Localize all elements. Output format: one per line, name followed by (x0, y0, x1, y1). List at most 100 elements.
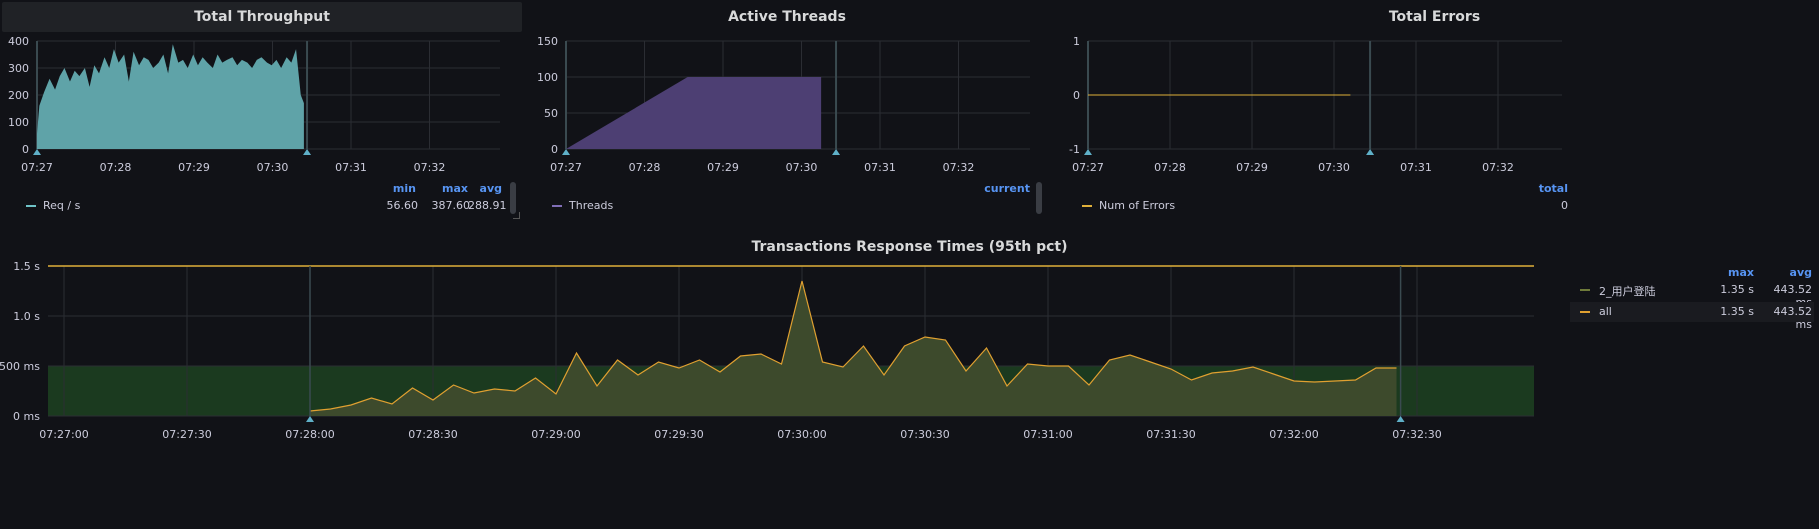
x-tick-label: 07:29 (178, 161, 210, 174)
legend-min-value: 56.60 (386, 199, 419, 212)
x-tick-label: 07:30 (786, 161, 818, 174)
x-tick-label: 07:32 (943, 161, 975, 174)
legend-row-req[interactable]: Req / s 56.60 387.60 288.91 (22, 196, 507, 216)
panel-total-throughput: Total Throughput 0 100 200 300 400 07:27 07:28… (2, 2, 522, 220)
throughput-chart[interactable]: 0 100 200 300 400 07:27 07:28 07:29 07:30 07:31 07… (2, 32, 522, 212)
legend-row-errors[interactable]: Num of Errors 0 (1072, 196, 1568, 216)
annotation-marker (1084, 149, 1092, 155)
x-tick-label: 07:30:00 (777, 428, 826, 441)
legend-swatch (1082, 205, 1092, 207)
threads-chart[interactable]: 0 50 100 150 07:27 07:28 07:29 07:30 07:31 07:32 (528, 32, 1046, 212)
x-tick-label: 07:27:30 (162, 428, 211, 441)
legend-scrollbar[interactable] (1036, 182, 1042, 214)
x-tick-label: 07:29 (1236, 161, 1268, 174)
annotation-marker (303, 149, 312, 155)
legend-row-all[interactable]: all 1.35 s 443.52 ms (1570, 302, 1814, 331)
y-tick-label: 1.5 s (13, 260, 40, 273)
x-tick-label: 07:28 (1154, 161, 1186, 174)
legend-series-name: all (1599, 305, 1612, 318)
panel-total-errors: Total Errors -1 0 1 07:27 07:28 07:29 07:30 07:… (1052, 2, 1817, 220)
legend-row-threads[interactable]: Threads (548, 196, 1032, 216)
legend-max-value: 387.60 (431, 199, 471, 212)
legend-swatch (552, 205, 562, 207)
x-tick-label: 07:29:30 (654, 428, 703, 441)
annotation-marker (832, 149, 841, 155)
y-tick-label: 200 (8, 89, 29, 102)
legend-avg-value: 288.91 (468, 199, 507, 212)
legend-swatch (1580, 311, 1590, 313)
legend-total-value: 0 (1561, 199, 1568, 212)
legend-header-avg[interactable]: avg (479, 182, 502, 195)
series-area (566, 77, 822, 149)
panel-title[interactable]: Transactions Response Times (95th pct) (751, 239, 1068, 255)
x-tick-label: 07:31 (335, 161, 367, 174)
legend-max-value: 1.35 s (1720, 283, 1754, 296)
x-tick-label: 07:31:00 (1023, 428, 1072, 441)
x-tick-label: 07:28:00 (285, 428, 334, 441)
resize-handle[interactable] (513, 212, 520, 219)
x-tick-label: 07:27 (550, 161, 582, 174)
legend-row-login[interactable]: 2_用户登陆 1.35 s 443.52 ms (1570, 280, 1814, 309)
x-tick-label: 07:32 (1482, 161, 1514, 174)
panel-response-times: Transactions Response Times (95th pct) 0… (0, 232, 1819, 527)
legend-header-avg[interactable]: avg (1789, 266, 1812, 279)
y-tick-label: 0 (22, 143, 29, 156)
x-tick-label: 07:31:30 (1146, 428, 1195, 441)
x-tick-label: 07:31 (1400, 161, 1432, 174)
response-times-chart[interactable]: 0 ms 500 ms 1.0 s 1.5 s 07:27:00 07:27:30 07:2… (0, 256, 1560, 526)
panel-title[interactable]: Total Throughput (2, 2, 522, 32)
x-tick-label: 07:28 (629, 161, 661, 174)
annotation-marker (306, 416, 314, 422)
x-tick-label: 07:30:30 (900, 428, 949, 441)
legend-series-name: Threads (569, 199, 614, 212)
response-legend: max avg 2_用户登陆 1.35 s 443.52 ms all 1.35… (1570, 266, 1814, 336)
x-tick-label: 07:29 (707, 161, 739, 174)
errors-legend: total Num of Errors 0 (1072, 182, 1568, 222)
legend-header-total[interactable]: total (1538, 182, 1568, 195)
series-area (310, 281, 1397, 416)
x-tick-label: 07:27 (21, 161, 53, 174)
panel-title[interactable]: Active Threads (728, 9, 846, 25)
y-tick-label: 400 (8, 35, 29, 48)
series-line (309, 280, 1397, 412)
threads-legend: current Threads (548, 182, 1032, 222)
x-tick-label: 07:32 (414, 161, 446, 174)
legend-header-current[interactable]: current (984, 182, 1030, 195)
y-tick-label: 100 (8, 116, 29, 129)
legend-max-value: 1.35 s (1720, 305, 1754, 318)
legend-series-name: 2_用户登陆 (1599, 285, 1656, 298)
series-area (37, 44, 304, 149)
legend-swatch (26, 205, 36, 207)
annotation-marker (562, 149, 570, 155)
y-tick-label: 300 (8, 62, 29, 75)
y-tick-label: 50 (544, 107, 558, 120)
panel-title[interactable]: Total Errors (1388, 9, 1481, 25)
legend-header-min[interactable]: min (392, 182, 416, 195)
legend-header-max[interactable]: max (442, 182, 468, 195)
x-tick-label: 07:27 (1072, 161, 1104, 174)
annotation-marker (1366, 149, 1375, 155)
throughput-legend: min max avg Req / s 56.60 387.60 288.91 (22, 182, 507, 222)
legend-scrollbar[interactable] (510, 182, 516, 214)
panel-active-threads: Active Threads 0 50 100 150 07:27 07:28 07:29 0… (528, 2, 1046, 220)
y-tick-label: 1.0 s (13, 310, 40, 323)
x-tick-label: 07:30 (257, 161, 289, 174)
y-tick-label: 150 (537, 35, 558, 48)
legend-header-max[interactable]: max (1728, 266, 1754, 279)
x-tick-label: 07:32:00 (1269, 428, 1318, 441)
x-tick-label: 07:27:00 (39, 428, 88, 441)
y-tick-label: -1 (1069, 143, 1080, 156)
y-tick-label: 0 (1073, 89, 1080, 102)
y-tick-label: 0 (551, 143, 558, 156)
y-tick-label: 0 ms (13, 410, 40, 423)
annotation-marker (33, 149, 41, 155)
y-tick-label: 100 (537, 71, 558, 84)
x-tick-label: 07:28:30 (408, 428, 457, 441)
x-tick-label: 07:32:30 (1392, 428, 1441, 441)
errors-chart[interactable]: -1 0 1 07:27 07:28 07:29 07:30 07:31 07:32 (1052, 32, 1572, 212)
x-tick-label: 07:29:00 (531, 428, 580, 441)
y-tick-label: 500 ms (0, 360, 40, 373)
x-tick-label: 07:30 (1318, 161, 1350, 174)
x-tick-label: 07:31 (864, 161, 896, 174)
legend-series-name: Num of Errors (1099, 199, 1176, 212)
